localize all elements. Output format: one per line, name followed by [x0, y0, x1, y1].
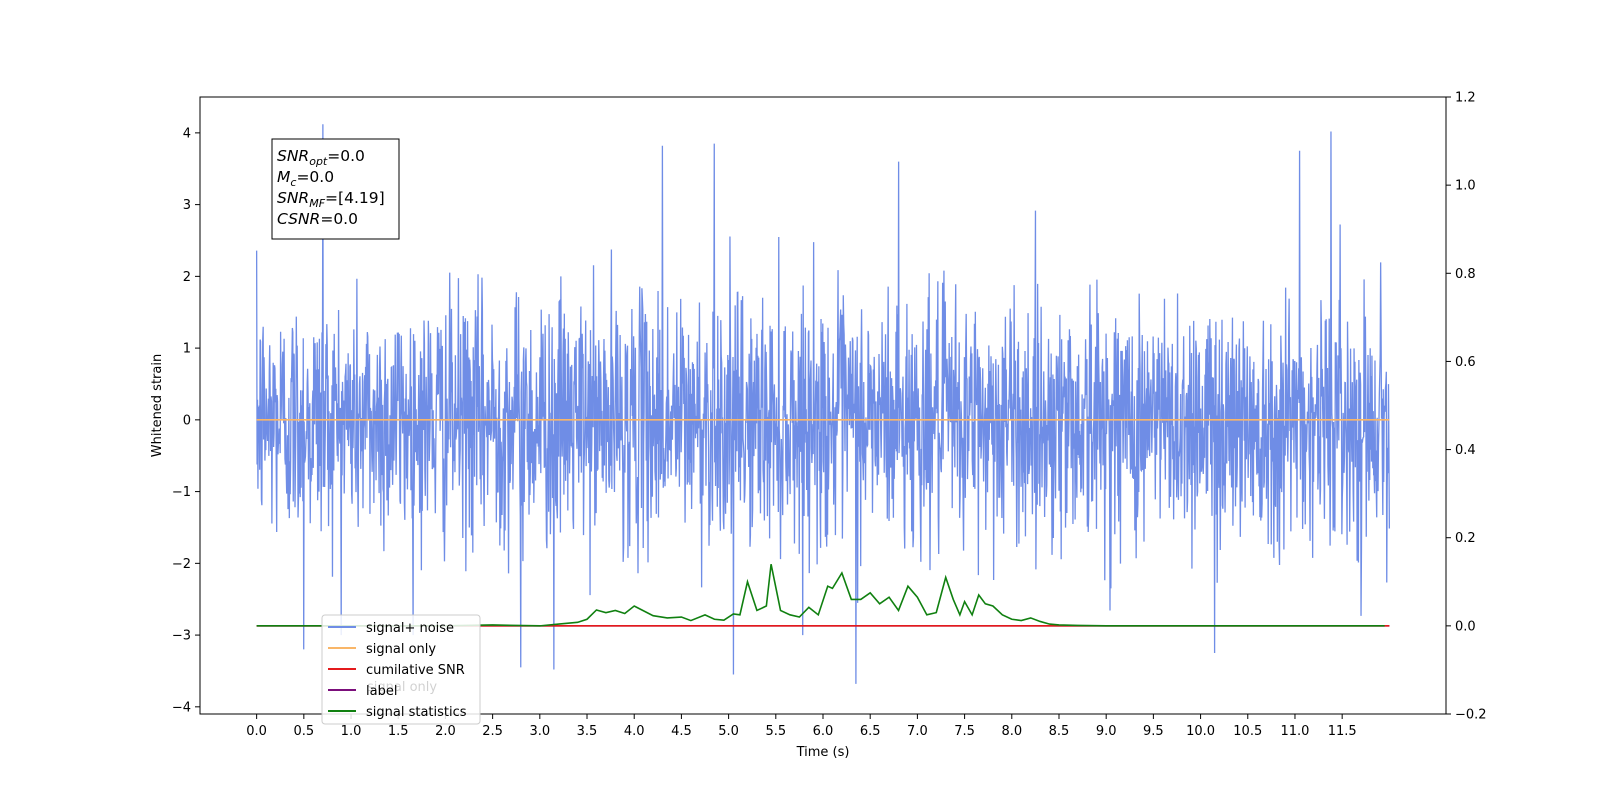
y-right-tick-label: −0.2: [1455, 708, 1487, 723]
x-tick-label: 6.5: [860, 724, 881, 739]
x-tick-label: 5.0: [718, 724, 739, 739]
signal-noise-series: [255, 124, 1391, 684]
y-right-tick-label: 1.0: [1455, 179, 1476, 194]
y-axis-right-ticks: −0.2 0.0 0.2 0.4 0.6 0.8 1.0 1.2: [1446, 91, 1487, 723]
legend-label: label: [366, 684, 397, 699]
x-tick-label: 1.0: [341, 724, 362, 739]
x-tick-label: 0.5: [293, 724, 314, 739]
y-right-tick-label: 0.8: [1455, 267, 1476, 282]
x-axis-ticks: 0.0 0.5 1.0 1.5 2.0 2.5 3.0 3.5 4.0 4.5 5.0 5.5 6.0 6…: [246, 714, 1357, 739]
annotation-frame: [271, 138, 400, 240]
x-tick-label: 9.0: [1096, 724, 1117, 739]
x-tick-label: 7.0: [907, 724, 928, 739]
legend-label: signal only: [366, 642, 436, 657]
y-left-tick-label: 0: [183, 413, 191, 428]
annotation-line: CSNR=0.0: [277, 210, 358, 228]
x-tick-label: 2.5: [482, 724, 503, 739]
legend-label: signal statistics: [366, 705, 467, 720]
x-tick-label: 7.5: [954, 724, 975, 739]
annotation-line: SNRMF=[4.19]: [277, 189, 385, 210]
x-tick-label: 4.0: [624, 724, 645, 739]
x-tick-label: 8.0: [1001, 724, 1022, 739]
y-right-tick-label: 1.2: [1455, 91, 1476, 106]
legend-label: cumilative SNR: [366, 663, 465, 678]
x-tick-label: 2.0: [435, 724, 456, 739]
x-tick-label: 11.0: [1280, 724, 1309, 739]
x-tick-label: 0.0: [246, 724, 267, 739]
y-right-tick-label: 0.0: [1455, 619, 1476, 634]
x-axis-label: Time (s): [796, 745, 850, 760]
y-left-tick-label: −2: [172, 557, 191, 572]
y-left-tick-label: −1: [172, 485, 191, 500]
y-left-tick-label: −4: [172, 700, 191, 715]
y-left-tick-label: 1: [183, 342, 191, 357]
x-tick-label: 8.5: [1049, 724, 1070, 739]
y-left-tick-label: 2: [183, 270, 191, 285]
x-tick-label: 4.5: [671, 724, 692, 739]
signal-statistics-line: [256, 564, 1385, 627]
signal-noise-line: [255, 124, 1391, 684]
x-tick-label: 11.5: [1328, 724, 1357, 739]
y-left-tick-label: −3: [172, 629, 191, 644]
x-tick-label: 1.5: [388, 724, 409, 739]
y-right-tick-label: 0.6: [1455, 355, 1476, 370]
x-tick-label: 6.0: [813, 724, 834, 739]
legend-label: signal+ noise: [366, 621, 454, 636]
annotation-line: Mc=0.0: [277, 168, 334, 189]
x-tick-label: 10.0: [1186, 724, 1215, 739]
y-right-tick-label: 0.2: [1455, 531, 1476, 546]
x-tick-label: 9.5: [1143, 724, 1164, 739]
x-tick-label: 3.0: [529, 724, 550, 739]
x-tick-label: 5.5: [765, 724, 786, 739]
y-axis-label: Whitened strain: [150, 354, 165, 457]
y-left-tick-label: 3: [183, 198, 191, 213]
x-tick-label: 3.5: [577, 724, 598, 739]
legend: signal only signal+ noise signal only cumil…: [321, 614, 481, 725]
x-tick-label: 10.5: [1233, 724, 1262, 739]
y-axis-left-ticks: −4 −3 −2 −1 0 1 2 3 4: [172, 126, 200, 715]
y-left-tick-label: 4: [183, 126, 191, 141]
legend-ghost-text: signal only: [367, 680, 437, 695]
annotation-line: SNRopt=0.0: [277, 147, 365, 168]
legend-frame: [321, 614, 481, 725]
y-right-tick-label: 0.4: [1455, 443, 1476, 458]
